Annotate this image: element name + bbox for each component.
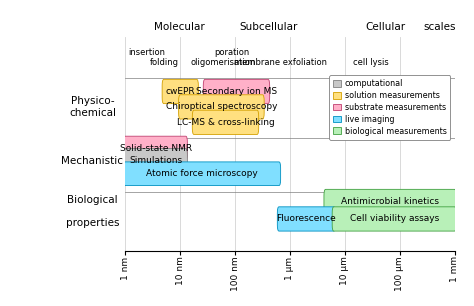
- Text: Secondary ion MS: Secondary ion MS: [196, 87, 277, 96]
- Text: Antimicrobial kinetics: Antimicrobial kinetics: [341, 197, 439, 206]
- Text: Biological

properties: Biological properties: [66, 195, 119, 228]
- FancyBboxPatch shape: [124, 148, 187, 172]
- FancyBboxPatch shape: [179, 95, 264, 119]
- Text: Atomic force microscopy: Atomic force microscopy: [146, 169, 258, 178]
- Legend: computational, solution measurements, substrate measurements, live imaging, biol: computational, solution measurements, su…: [329, 75, 450, 140]
- FancyBboxPatch shape: [192, 110, 259, 134]
- Text: poration: poration: [214, 48, 249, 57]
- Text: LC-MS & cross-linking: LC-MS & cross-linking: [177, 118, 274, 127]
- Text: Subcellular: Subcellular: [239, 22, 298, 32]
- Text: Physico-
chemical: Physico- chemical: [69, 96, 116, 118]
- FancyBboxPatch shape: [124, 162, 281, 185]
- FancyBboxPatch shape: [124, 136, 187, 160]
- Text: cell lysis: cell lysis: [353, 58, 389, 67]
- Text: Solid-state NMR: Solid-state NMR: [119, 144, 191, 152]
- FancyBboxPatch shape: [203, 79, 270, 104]
- Text: Mechanistic: Mechanistic: [62, 156, 124, 166]
- Text: membrane exfoliation: membrane exfoliation: [234, 58, 327, 67]
- FancyBboxPatch shape: [332, 207, 456, 231]
- Text: folding: folding: [150, 58, 179, 67]
- Text: scales: scales: [423, 22, 456, 32]
- Text: Chiroptical spectroscopy: Chiroptical spectroscopy: [165, 103, 277, 111]
- FancyBboxPatch shape: [324, 189, 456, 214]
- Text: Fluorescence: Fluorescence: [276, 215, 336, 223]
- Text: insertion: insertion: [128, 48, 165, 57]
- Text: Simulations: Simulations: [129, 156, 182, 165]
- Text: Cellular: Cellular: [365, 22, 405, 32]
- FancyBboxPatch shape: [162, 79, 198, 104]
- FancyBboxPatch shape: [277, 207, 336, 231]
- Text: cwEPR: cwEPR: [165, 87, 195, 96]
- Text: Molecular: Molecular: [155, 22, 205, 32]
- Text: Cell viability assays: Cell viability assays: [349, 215, 439, 223]
- Text: oligomerisation: oligomerisation: [190, 58, 255, 67]
